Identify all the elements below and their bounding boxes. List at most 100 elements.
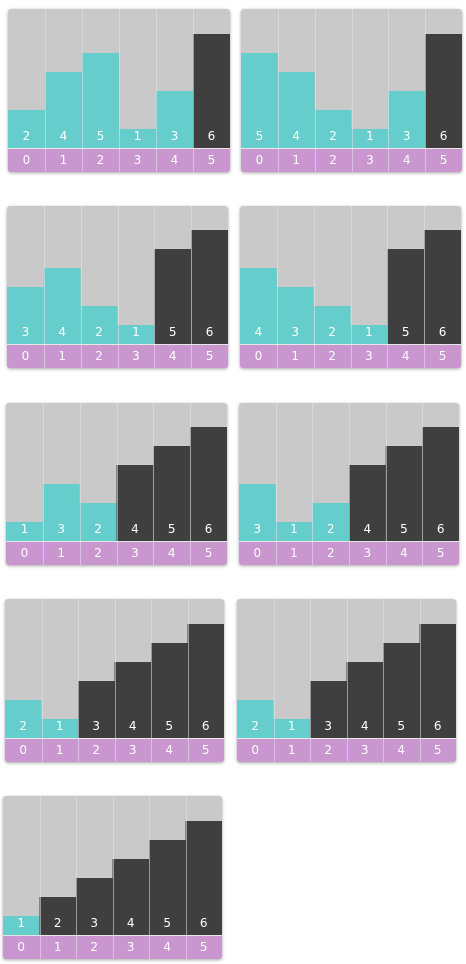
- unsorted-bar: [277, 72, 315, 148]
- sorted-bar: [385, 446, 423, 541]
- index-label: 3: [132, 349, 140, 363]
- index-label: 2: [329, 153, 337, 167]
- bar-value-label: 3: [254, 522, 262, 536]
- bar-value-label: 3: [22, 325, 30, 339]
- index-label: 1: [291, 349, 299, 363]
- index-label: 1: [290, 546, 298, 560]
- index-label: 0: [254, 546, 262, 560]
- index-strip: [6, 541, 227, 565]
- step-panel-7: 2 0 1 1 3 2 4 3 5 4 6 5: [5, 599, 224, 762]
- bar-value-label: 4: [292, 129, 300, 143]
- index-label: 3: [366, 153, 374, 167]
- index-label: 1: [56, 743, 64, 757]
- bar-value-label: 2: [94, 522, 102, 536]
- index-label: 2: [324, 743, 332, 757]
- bar-value-label: 6: [206, 325, 214, 339]
- bar-value-label: 6: [439, 325, 447, 339]
- unsorted-bar: [239, 484, 276, 541]
- bar-value-label: 5: [400, 522, 408, 536]
- bar-value-label: 5: [397, 719, 405, 733]
- unsorted-bar: [82, 53, 119, 148]
- index-label: 5: [440, 153, 448, 167]
- sorted-bar: [310, 681, 347, 738]
- bar-value-label: 2: [251, 719, 259, 733]
- bar-value-label: 4: [58, 325, 66, 339]
- unsorted-bar: [119, 129, 156, 148]
- index-label: 2: [328, 349, 336, 363]
- unsorted-bar: [45, 72, 82, 148]
- index-label: 0: [251, 743, 259, 757]
- index-label: 2: [92, 743, 100, 757]
- index-label: 3: [131, 546, 139, 560]
- index-label: 3: [365, 349, 373, 363]
- index-label: 5: [437, 546, 445, 560]
- index-label: 1: [54, 940, 62, 954]
- index-label: 5: [200, 940, 208, 954]
- unsorted-bar: [117, 325, 155, 344]
- index-label: 5: [202, 743, 210, 757]
- sorted-bar: [154, 249, 192, 344]
- index-label: 4: [400, 546, 408, 560]
- bar-chart: 2 0 4 1 5 2 1 3 3 4 6 5: [8, 9, 230, 172]
- unsorted-bar: [6, 522, 43, 541]
- unsorted-bar: [351, 129, 389, 148]
- unsorted-bar: [240, 268, 277, 344]
- index-label: 3: [364, 546, 372, 560]
- index-label: 4: [171, 153, 179, 167]
- bar-chart: 4 0 3 1 2 2 1 3 5 4 6 5: [240, 206, 461, 368]
- index-label: 0: [23, 153, 31, 167]
- unsorted-bar: [237, 700, 274, 738]
- index-label: 0: [255, 349, 263, 363]
- sorted-bar: [114, 662, 151, 738]
- step-panel-3: 3 0 4 1 2 2 1 3 5 4 6 5: [7, 206, 228, 368]
- unsorted-bar: [241, 53, 278, 148]
- bar-value-label: 5: [168, 522, 176, 536]
- step-panel-6: 3 0 1 1 2 2 4 3 5 4 6 5: [239, 403, 459, 565]
- bar-value-label: 6: [437, 522, 445, 536]
- bar-value-label: 3: [324, 719, 332, 733]
- unsorted-bar: [276, 287, 314, 344]
- index-label: 0: [17, 940, 25, 954]
- index-label: 4: [402, 349, 410, 363]
- index-label: 1: [57, 546, 65, 560]
- bar-value-label: 3: [90, 916, 98, 930]
- bar-value-label: 5: [256, 129, 264, 143]
- sorted-bar: [76, 878, 113, 935]
- unsorted-bar: [156, 91, 193, 148]
- unsorted-bar: [3, 916, 40, 935]
- index-label: 1: [60, 153, 68, 167]
- bar-value-label: 1: [132, 325, 140, 339]
- bar-value-label: 2: [23, 129, 31, 143]
- index-label: 4: [397, 743, 405, 757]
- bar-value-label: 1: [366, 129, 374, 143]
- sorted-bar: [383, 643, 420, 738]
- bar-value-label: 1: [134, 129, 142, 143]
- unsorted-bar: [314, 110, 352, 148]
- index-label: 2: [90, 940, 98, 954]
- bar-chart: 5 0 4 1 2 2 1 3 3 4 6 5: [241, 9, 462, 172]
- bar-value-label: 3: [57, 522, 65, 536]
- index-strip: [240, 344, 461, 368]
- bar-value-label: 1: [17, 916, 25, 930]
- bar-value-label: 6: [202, 719, 210, 733]
- bar-value-label: 6: [440, 129, 448, 143]
- bar-value-label: 5: [169, 325, 177, 339]
- bar-value-label: 3: [171, 129, 179, 143]
- unsorted-bar: [275, 522, 313, 541]
- index-label: 5: [434, 743, 442, 757]
- bar-value-label: 2: [19, 719, 27, 733]
- index-label: 0: [256, 153, 264, 167]
- index-label: 5: [205, 546, 213, 560]
- sorted-bar: [424, 230, 461, 344]
- index-label: 3: [129, 743, 137, 757]
- bar-value-label: 4: [361, 719, 369, 733]
- index-label: 4: [403, 153, 411, 167]
- unsorted-bar: [8, 110, 45, 148]
- bar-value-label: 6: [205, 522, 213, 536]
- bar-value-label: 1: [365, 325, 373, 339]
- bar-value-label: 5: [97, 129, 105, 143]
- sorted-bar: [39, 897, 76, 935]
- unsorted-bar: [43, 268, 81, 344]
- bar-chart: 2 0 1 1 3 2 4 3 5 4 6 5: [5, 599, 224, 762]
- index-label: 3: [361, 743, 369, 757]
